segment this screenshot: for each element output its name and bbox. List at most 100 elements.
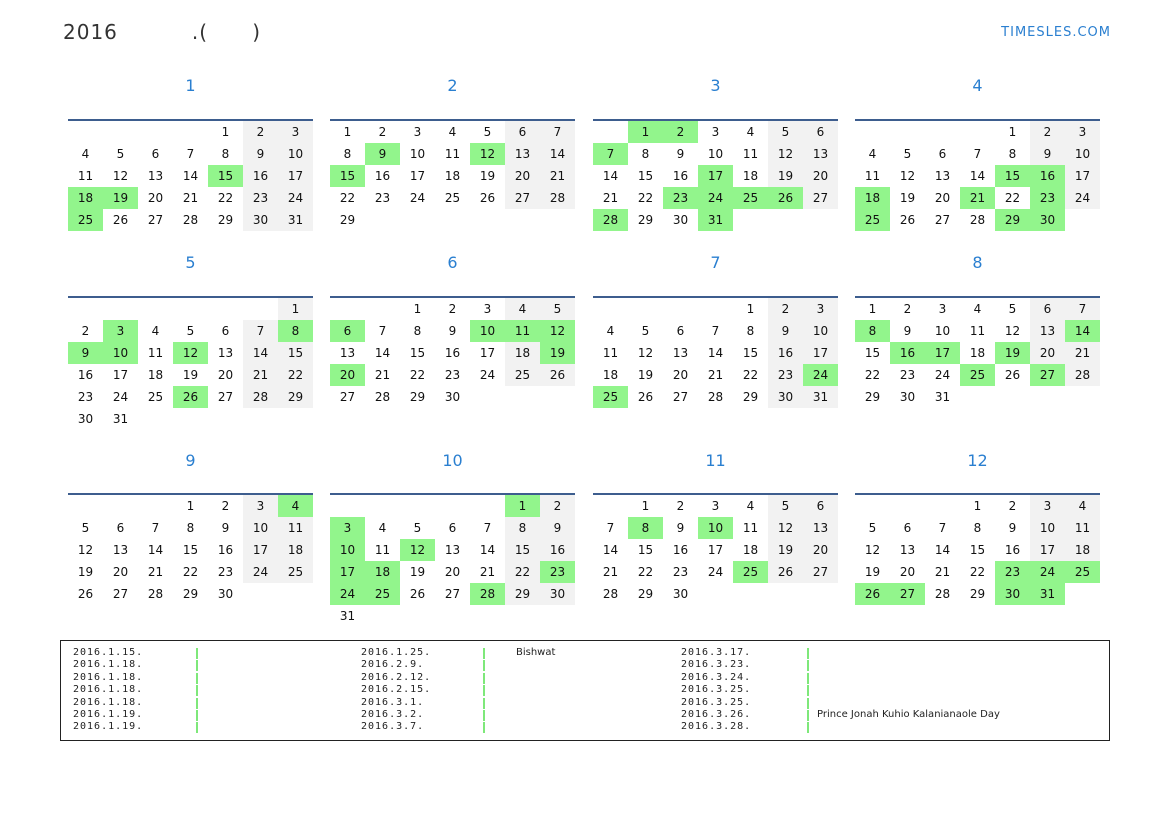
day-cell[interactable]: 18 xyxy=(742,169,759,183)
day-cell[interactable]: 15 xyxy=(505,539,540,561)
holiday-day-cell[interactable]: 18 xyxy=(855,187,890,209)
day-cell[interactable]: 9 xyxy=(448,324,457,338)
day-cell[interactable]: 21 xyxy=(182,191,199,205)
day-cell[interactable]: 29 xyxy=(409,390,426,404)
holiday-day-cell[interactable]: 25 xyxy=(68,209,103,231)
holiday-day-cell[interactable]: 3 xyxy=(330,517,365,539)
day-cell[interactable]: 6 xyxy=(903,521,912,535)
day-cell[interactable]: 10 xyxy=(243,517,278,539)
day-cell[interactable]: 26 xyxy=(899,213,916,227)
day-cell[interactable]: 6 xyxy=(803,121,838,143)
day-cell[interactable]: 14 xyxy=(602,169,619,183)
day-cell[interactable]: 22 xyxy=(1004,191,1021,205)
holiday-day-cell[interactable]: 26 xyxy=(173,386,208,408)
holiday-day-cell[interactable]: 25 xyxy=(1065,561,1100,583)
holiday-day-cell[interactable]: 24 xyxy=(803,364,838,386)
day-cell[interactable]: 16 xyxy=(768,342,803,364)
holiday-day-cell[interactable]: 24 xyxy=(330,583,365,605)
day-cell[interactable]: 26 xyxy=(768,561,803,583)
day-cell[interactable]: 9 xyxy=(676,147,685,161)
day-cell[interactable]: 10 xyxy=(803,320,838,342)
day-cell[interactable]: 8 xyxy=(973,521,982,535)
day-cell[interactable]: 6 xyxy=(505,121,540,143)
day-cell[interactable]: 8 xyxy=(641,147,650,161)
day-cell[interactable]: 5 xyxy=(903,147,912,161)
day-cell[interactable]: 28 xyxy=(969,213,986,227)
day-cell[interactable]: 3 xyxy=(413,125,422,139)
day-cell[interactable]: 21 xyxy=(602,191,619,205)
holiday-day-cell[interactable]: 18 xyxy=(68,187,103,209)
day-cell[interactable]: 23 xyxy=(77,390,94,404)
day-cell[interactable]: 17 xyxy=(1065,165,1100,187)
day-cell[interactable]: 28 xyxy=(1065,364,1100,386)
holiday-day-cell[interactable]: 26 xyxy=(855,583,890,605)
day-cell[interactable]: 12 xyxy=(768,143,803,165)
day-cell[interactable]: 13 xyxy=(899,543,916,557)
day-cell[interactable]: 15 xyxy=(637,543,654,557)
day-cell[interactable]: 14 xyxy=(479,543,496,557)
day-cell[interactable]: 12 xyxy=(112,169,129,183)
day-cell[interactable]: 22 xyxy=(637,565,654,579)
holiday-day-cell[interactable]: 8 xyxy=(628,517,663,539)
day-cell[interactable]: 28 xyxy=(182,213,199,227)
day-cell[interactable]: 24 xyxy=(278,187,313,209)
day-cell[interactable]: 11 xyxy=(147,346,164,360)
day-cell[interactable]: 13 xyxy=(339,346,356,360)
holiday-day-cell[interactable]: 25 xyxy=(733,187,768,209)
day-cell[interactable]: 12 xyxy=(864,543,881,557)
day-cell[interactable]: 19 xyxy=(899,191,916,205)
day-cell[interactable]: 31 xyxy=(934,390,951,404)
day-cell[interactable]: 26 xyxy=(1004,368,1021,382)
day-cell[interactable]: 20 xyxy=(217,368,234,382)
day-cell[interactable]: 7 xyxy=(973,147,982,161)
day-cell[interactable]: 17 xyxy=(803,342,838,364)
holiday-day-cell[interactable]: 30 xyxy=(1030,209,1065,231)
holiday-day-cell[interactable]: 23 xyxy=(995,561,1030,583)
day-cell[interactable]: 27 xyxy=(505,187,540,209)
day-cell[interactable]: 7 xyxy=(378,324,387,338)
day-cell[interactable]: 12 xyxy=(1004,324,1021,338)
day-cell[interactable]: 14 xyxy=(969,169,986,183)
day-cell[interactable]: 6 xyxy=(116,521,125,535)
holiday-day-cell[interactable]: 19 xyxy=(540,342,575,364)
day-cell[interactable]: 15 xyxy=(637,169,654,183)
holiday-day-cell[interactable]: 11 xyxy=(505,320,540,342)
day-cell[interactable]: 10 xyxy=(934,324,951,338)
day-cell[interactable]: 23 xyxy=(217,565,234,579)
day-cell[interactable]: 19 xyxy=(864,565,881,579)
day-cell[interactable]: 15 xyxy=(182,543,199,557)
day-cell[interactable]: 8 xyxy=(186,521,195,535)
day-cell[interactable]: 6 xyxy=(448,521,457,535)
day-cell[interactable]: 30 xyxy=(217,587,234,601)
day-cell[interactable]: 22 xyxy=(217,191,234,205)
day-cell[interactable]: 14 xyxy=(243,342,278,364)
holiday-day-cell[interactable]: 16 xyxy=(1030,165,1065,187)
holiday-day-cell[interactable]: 25 xyxy=(593,386,628,408)
day-cell[interactable]: 11 xyxy=(742,521,759,535)
day-cell[interactable]: 14 xyxy=(374,346,391,360)
day-cell[interactable]: 11 xyxy=(278,517,313,539)
holiday-day-cell[interactable]: 12 xyxy=(400,539,435,561)
day-cell[interactable]: 21 xyxy=(934,565,951,579)
holiday-day-cell[interactable]: 10 xyxy=(698,517,733,539)
day-cell[interactable]: 27 xyxy=(339,390,356,404)
day-cell[interactable]: 26 xyxy=(540,364,575,386)
day-cell[interactable]: 25 xyxy=(505,364,540,386)
day-cell[interactable]: 5 xyxy=(768,121,803,143)
day-cell[interactable]: 1 xyxy=(973,499,982,513)
day-cell[interactable]: 17 xyxy=(409,169,426,183)
day-cell[interactable]: 9 xyxy=(1008,521,1017,535)
holiday-day-cell[interactable]: 17 xyxy=(698,165,733,187)
holiday-day-cell[interactable]: 1 xyxy=(505,495,540,517)
day-cell[interactable]: 14 xyxy=(707,346,724,360)
day-cell[interactable]: 13 xyxy=(1030,320,1065,342)
holiday-day-cell[interactable]: 25 xyxy=(960,364,995,386)
holiday-day-cell[interactable]: 10 xyxy=(470,320,505,342)
holiday-day-cell[interactable]: 27 xyxy=(1030,364,1065,386)
holiday-day-cell[interactable]: 3 xyxy=(103,320,138,342)
day-cell[interactable]: 19 xyxy=(637,368,654,382)
day-cell[interactable]: 29 xyxy=(182,587,199,601)
day-cell[interactable]: 10 xyxy=(278,143,313,165)
day-cell[interactable]: 29 xyxy=(637,587,654,601)
day-cell[interactable]: 23 xyxy=(444,368,461,382)
